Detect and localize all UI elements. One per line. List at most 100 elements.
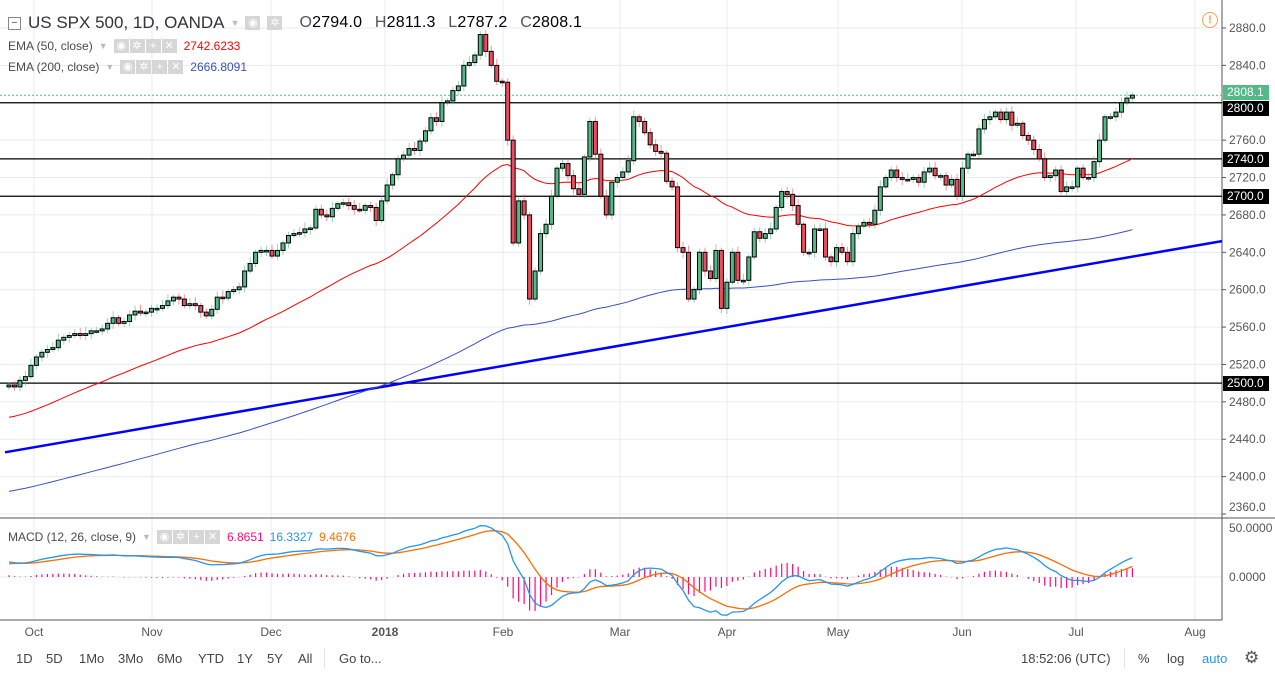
x-tick-label: Jun xyxy=(952,625,971,639)
eye-icon[interactable]: ◉ xyxy=(156,530,172,544)
candle xyxy=(938,172,944,181)
candle-body xyxy=(1124,97,1130,104)
close-icon[interactable]: ✕ xyxy=(168,60,184,74)
candle xyxy=(784,186,790,200)
divider xyxy=(324,648,325,668)
candle xyxy=(88,328,94,340)
candle xyxy=(351,199,357,215)
candle xyxy=(1036,143,1042,162)
goto-button[interactable]: Go to... xyxy=(339,651,382,666)
chart-background xyxy=(0,0,1275,643)
candle xyxy=(877,180,883,216)
candle xyxy=(921,167,927,188)
range-6mo[interactable]: 6Mo xyxy=(157,651,183,666)
auto-toggle[interactable]: auto xyxy=(1202,651,1228,666)
candle xyxy=(214,291,220,314)
gear-icon[interactable]: ✲ xyxy=(267,16,283,30)
candle xyxy=(735,246,741,285)
candle xyxy=(99,324,105,335)
candle xyxy=(565,158,571,181)
percent-toggle[interactable]: % xyxy=(1138,651,1150,666)
candle-body xyxy=(713,249,719,279)
eye-icon[interactable]: ◉ xyxy=(120,60,136,74)
candle xyxy=(83,327,89,341)
high-value: 2811.3 xyxy=(386,14,436,31)
candle-body xyxy=(384,184,390,202)
range-1y[interactable]: 1Y xyxy=(237,651,253,666)
range-ytd[interactable]: YTD xyxy=(198,651,224,666)
plus-icon[interactable]: + xyxy=(188,530,204,544)
candle xyxy=(680,242,686,258)
collapse-icon[interactable]: − xyxy=(8,16,21,30)
chevron-down-icon[interactable]: ▼ xyxy=(105,61,115,72)
candle xyxy=(110,311,116,329)
gear-icon[interactable]: ✲ xyxy=(136,60,152,74)
candle-body xyxy=(285,234,291,244)
close-value: 2808.1 xyxy=(531,14,583,31)
ema200-label[interactable]: EMA (200, close) xyxy=(8,59,100,74)
y-tick-label: 2560.0 xyxy=(1229,320,1266,334)
chevron-down-icon[interactable]: ▼ xyxy=(230,18,240,28)
candle xyxy=(812,224,818,258)
symbol-title[interactable]: US SPX 500, 1D, OANDA xyxy=(28,13,225,32)
candle xyxy=(658,144,664,159)
candle-body xyxy=(664,152,670,182)
close-icon[interactable]: ✕ xyxy=(204,530,220,544)
y-tick-label: 2600.0 xyxy=(1229,283,1266,297)
candle-body xyxy=(116,317,122,324)
candle-body xyxy=(549,195,555,225)
range-5d[interactable]: 5D xyxy=(46,651,63,666)
candle xyxy=(154,303,160,314)
candle-body xyxy=(401,154,407,160)
range-3mo[interactable]: 3Mo xyxy=(118,651,144,666)
candle-body xyxy=(269,249,275,257)
candle xyxy=(138,304,144,316)
candle xyxy=(746,254,752,286)
bottom-toolbar: 1D 5D 1Mo 3Mo 6Mo YTD 1Y 5Y All Go to...… xyxy=(6,644,1269,672)
candle-body xyxy=(165,300,171,307)
ema200-value: 2666.8091 xyxy=(190,59,248,74)
candle xyxy=(242,265,248,293)
candle xyxy=(66,331,72,343)
candle xyxy=(707,265,713,282)
chevron-down-icon[interactable]: ▼ xyxy=(142,531,151,542)
plus-icon[interactable]: + xyxy=(152,60,168,74)
candle-body xyxy=(691,289,697,300)
candle xyxy=(899,171,905,186)
candle-body xyxy=(888,169,894,179)
range-5y[interactable]: 5Y xyxy=(267,651,283,666)
x-tick-label: May xyxy=(827,625,850,639)
candle xyxy=(932,161,938,180)
candle-body xyxy=(801,223,807,253)
macd-label[interactable]: MACD (12, 26, close, 9) xyxy=(8,529,137,544)
candle xyxy=(949,174,955,188)
exclamation-circle-icon[interactable]: ! xyxy=(1202,12,1218,28)
candle xyxy=(724,278,730,314)
candle-body xyxy=(675,186,681,249)
ema50-label[interactable]: EMA (50, close) xyxy=(8,38,93,53)
candle xyxy=(1064,181,1070,196)
eye-icon[interactable]: ◉ xyxy=(113,39,129,53)
candle xyxy=(335,200,341,212)
candle-body xyxy=(88,330,94,335)
macd-tick-label: 50.0000 xyxy=(1229,521,1273,535)
range-all[interactable]: All xyxy=(298,651,313,666)
candle-body xyxy=(631,116,637,162)
candle-body xyxy=(494,64,500,82)
range-1mo[interactable]: 1Mo xyxy=(79,651,105,666)
candle xyxy=(116,314,122,327)
candle-body xyxy=(647,132,653,146)
candle-body xyxy=(17,379,23,388)
close-icon[interactable]: ✕ xyxy=(161,39,177,53)
gear-icon[interactable]: ✲ xyxy=(172,530,188,544)
gear-icon[interactable]: ✲ xyxy=(129,39,145,53)
log-toggle[interactable]: log xyxy=(1167,651,1185,666)
candle xyxy=(543,218,549,239)
range-1d[interactable]: 1D xyxy=(16,651,33,666)
candle xyxy=(1009,106,1015,131)
plus-icon[interactable]: + xyxy=(145,39,161,53)
chevron-down-icon[interactable]: ▼ xyxy=(98,40,108,51)
gear-icon[interactable]: ⚙ xyxy=(1244,648,1260,667)
eye-icon[interactable]: ◉ xyxy=(245,16,261,30)
